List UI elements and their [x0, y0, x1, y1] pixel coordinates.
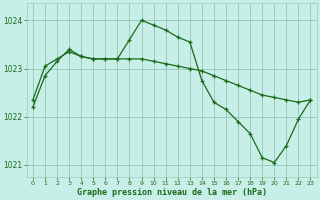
- X-axis label: Graphe pression niveau de la mer (hPa): Graphe pression niveau de la mer (hPa): [77, 188, 267, 197]
